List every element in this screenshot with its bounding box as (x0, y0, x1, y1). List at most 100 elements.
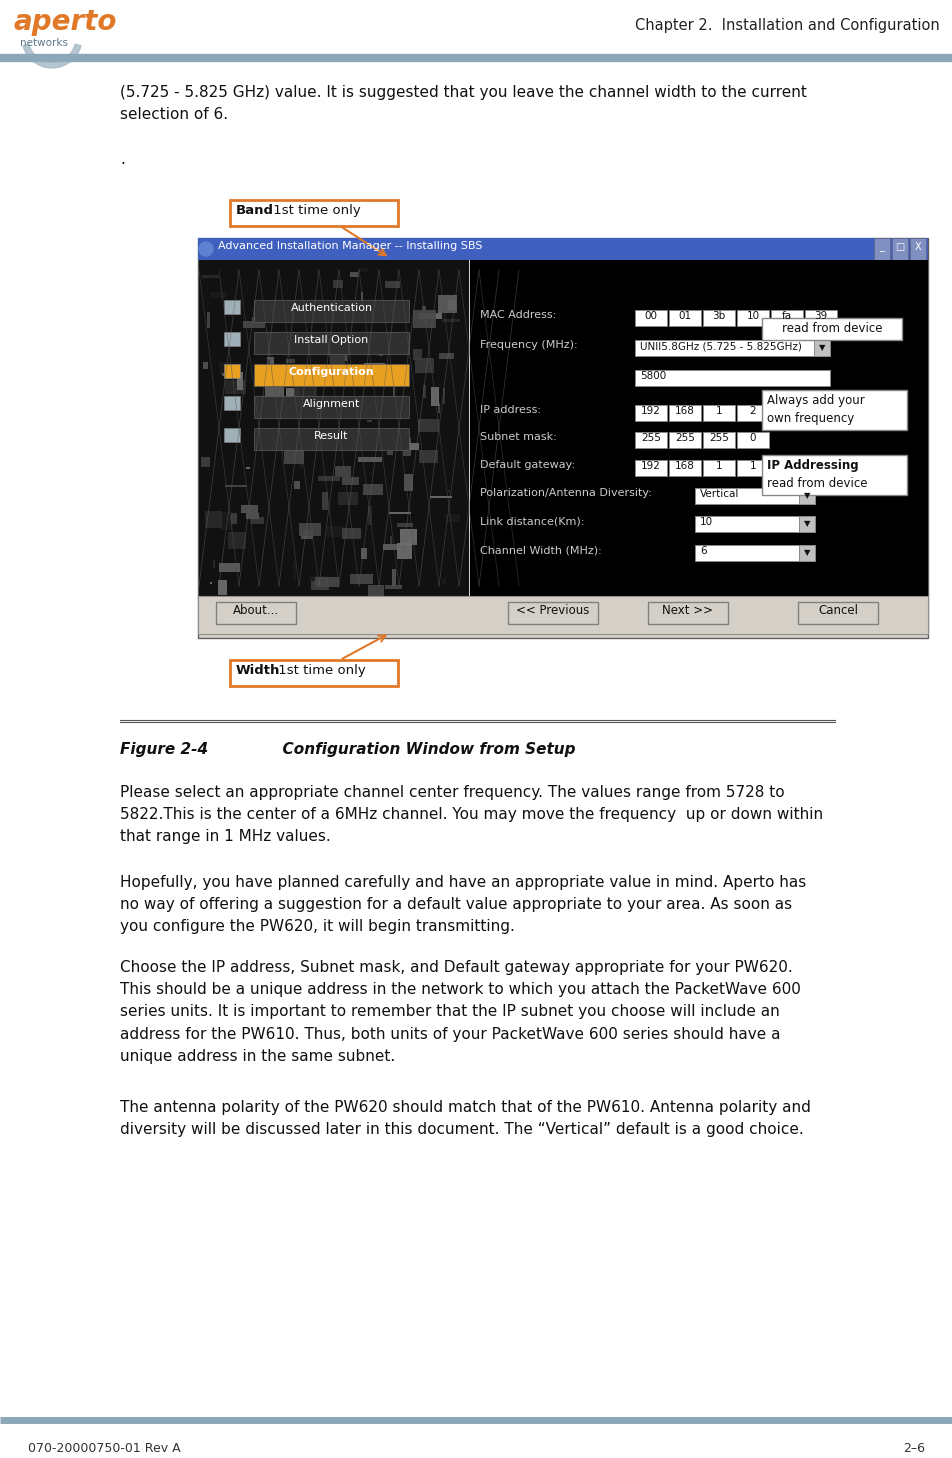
Bar (379, 354, 383, 356)
Text: Please select an appropriate channel center frequency. The values range from 572: Please select an appropriate channel cen… (120, 784, 823, 844)
Text: 255: 255 (641, 433, 661, 443)
Bar (668, 311, 701, 327)
Bar (342, 528, 361, 539)
Bar (251, 316, 256, 327)
Bar (391, 569, 396, 586)
Bar (332, 280, 343, 289)
Bar (292, 561, 296, 580)
Bar (271, 302, 285, 316)
Bar (736, 405, 768, 421)
Bar (301, 531, 312, 539)
Bar (213, 560, 215, 569)
Bar (401, 443, 419, 451)
Bar (387, 434, 407, 448)
Bar (280, 312, 293, 322)
Bar (310, 442, 325, 446)
Bar (225, 486, 247, 487)
Bar (224, 397, 240, 410)
Bar (694, 545, 814, 561)
Bar (703, 432, 734, 448)
Bar (634, 405, 666, 421)
Text: 255: 255 (708, 433, 728, 443)
Text: ▼: ▼ (803, 548, 809, 557)
Bar (404, 474, 412, 491)
Bar (293, 385, 317, 402)
Text: □: □ (895, 242, 903, 252)
Bar (634, 370, 829, 386)
Text: About...: About... (232, 604, 279, 617)
Bar (418, 313, 442, 319)
Bar (243, 321, 265, 328)
Bar (219, 362, 239, 375)
Text: Band: Band (236, 204, 274, 217)
Text: Polarization/Antenna Diversity:: Polarization/Antenna Diversity: (480, 488, 651, 499)
Text: MAC Address:: MAC Address: (480, 311, 556, 319)
Bar (218, 580, 227, 595)
Bar (237, 372, 243, 389)
Bar (360, 375, 369, 382)
Bar (352, 532, 362, 534)
Bar (367, 506, 371, 525)
Text: Subnet mask:: Subnet mask: (480, 432, 556, 442)
Circle shape (199, 242, 213, 257)
Bar (891, 238, 907, 260)
Bar (327, 526, 346, 537)
Bar (293, 481, 300, 488)
Bar (397, 523, 412, 526)
Bar (736, 461, 768, 475)
Text: 1: 1 (715, 405, 722, 416)
Bar (229, 660, 398, 687)
Bar (412, 311, 436, 328)
Text: Configuration: Configuration (288, 367, 374, 378)
Bar (694, 516, 814, 532)
Bar (257, 429, 274, 445)
Bar (201, 456, 209, 467)
Bar (422, 306, 426, 315)
Bar (331, 313, 343, 318)
Text: 070-20000750-01 Rev A: 070-20000750-01 Rev A (28, 1442, 181, 1455)
Text: Always add your
own frequency: Always add your own frequency (766, 394, 863, 424)
Bar (388, 512, 410, 515)
Bar (254, 332, 408, 354)
Bar (909, 238, 925, 260)
Text: selection of 6.: selection of 6. (120, 106, 228, 122)
Bar (385, 281, 400, 289)
Bar (202, 276, 219, 278)
Bar (634, 340, 829, 356)
Text: Width: Width (236, 663, 280, 677)
Text: 0: 0 (749, 433, 756, 443)
Bar (634, 461, 666, 475)
Bar (335, 467, 350, 477)
Text: IP Addressing: IP Addressing (766, 459, 858, 472)
Bar (224, 429, 240, 442)
Text: Default gateway:: Default gateway: (480, 461, 574, 469)
Bar (209, 292, 227, 297)
Bar (383, 544, 398, 550)
Bar (254, 300, 408, 322)
Text: 192: 192 (641, 405, 661, 416)
Bar (762, 318, 901, 340)
Text: 00: 00 (644, 311, 657, 321)
Bar (363, 484, 383, 496)
Bar (254, 429, 408, 451)
Bar (246, 467, 249, 469)
Text: Figure 2-4: Figure 2-4 (120, 742, 208, 757)
Bar (315, 577, 339, 588)
Bar (364, 363, 385, 367)
Bar (736, 311, 768, 327)
Bar (419, 451, 438, 464)
Text: 1: 1 (749, 461, 756, 471)
Bar (358, 456, 382, 462)
Bar (361, 548, 367, 558)
Bar (770, 311, 803, 327)
Bar (356, 305, 378, 312)
Bar (412, 348, 422, 360)
Text: Configuration Window from Setup: Configuration Window from Setup (229, 742, 575, 757)
Bar (703, 311, 734, 327)
Bar (694, 488, 814, 504)
Bar (469, 260, 927, 596)
Bar (250, 518, 264, 523)
Bar (224, 300, 240, 313)
Bar (219, 563, 240, 572)
Bar (798, 516, 814, 532)
